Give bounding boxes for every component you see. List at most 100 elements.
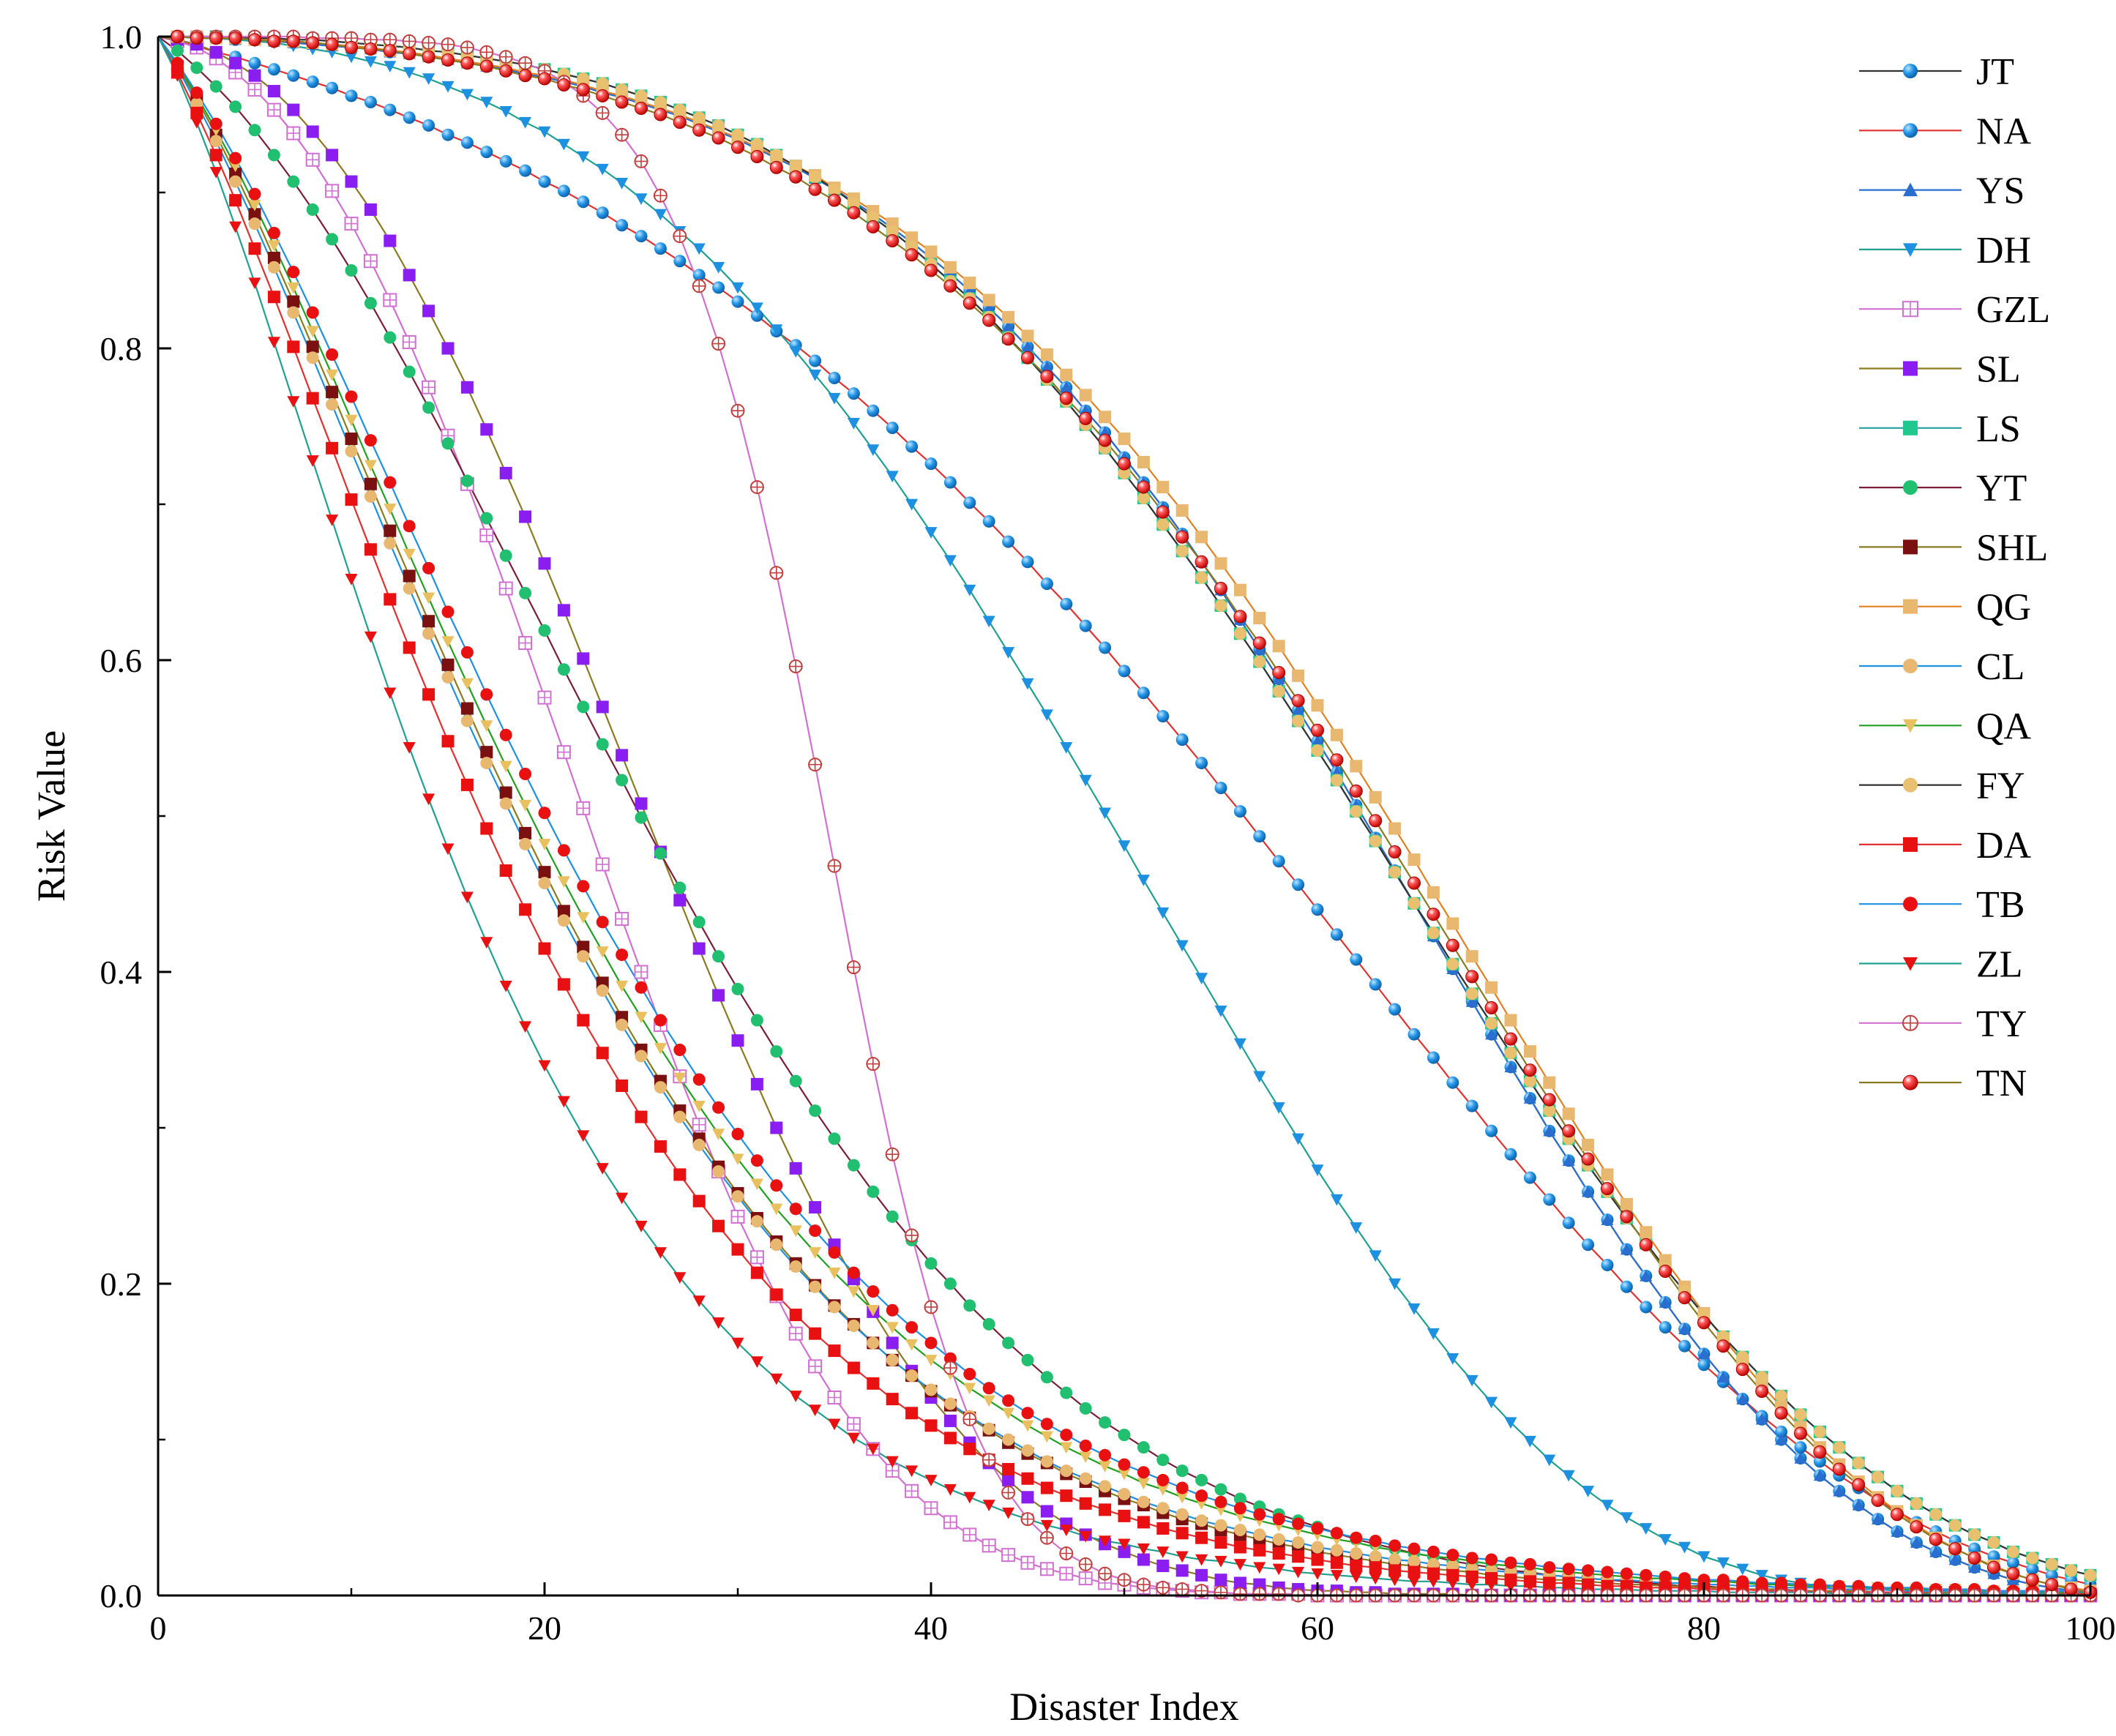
- data-point-cl: [924, 1383, 938, 1396]
- data-point-sl: [499, 466, 512, 479]
- data-point-da: [519, 903, 532, 916]
- data-point-qa: [867, 1304, 880, 1317]
- data-point-da: [1118, 1509, 1131, 1522]
- data-point-da: [460, 778, 474, 791]
- data-point-fy: [1175, 545, 1189, 558]
- data-point-dh: [1407, 1303, 1421, 1315]
- data-point-zl: [1272, 1563, 1285, 1576]
- y-tick-label: 0.2: [100, 1265, 143, 1303]
- data-point-yt: [963, 1299, 976, 1312]
- data-point-cl: [635, 1050, 648, 1063]
- data-point-na: [924, 457, 938, 471]
- data-point-dh: [480, 97, 493, 108]
- data-point-qa: [809, 1247, 822, 1259]
- data-point-dh: [924, 527, 938, 539]
- data-point-cl: [1407, 1554, 1421, 1568]
- data-point-cl: [441, 670, 455, 684]
- data-point-fy: [1987, 1536, 2000, 1549]
- data-point-tn: [731, 141, 744, 154]
- data-point-tn: [2025, 1573, 2039, 1587]
- data-point-qg: [905, 231, 919, 244]
- data-point-dh: [1504, 1417, 1517, 1429]
- data-point-yt: [924, 1257, 938, 1270]
- data-point-yt: [654, 847, 667, 860]
- data-point-tn: [866, 220, 880, 233]
- data-point-da: [750, 1266, 763, 1279]
- data-point-zl: [905, 1465, 919, 1478]
- data-point-fy: [1233, 627, 1246, 640]
- data-point-tb: [635, 981, 648, 994]
- data-point-qa: [1002, 1407, 1015, 1420]
- data-point-da: [190, 106, 203, 119]
- data-point-yt: [190, 61, 203, 75]
- data-point-cl: [847, 1320, 860, 1333]
- data-point-tb: [345, 390, 358, 403]
- series-line-dh: [158, 35, 2090, 1597]
- data-point-gzl: [556, 745, 571, 760]
- data-point-yt: [828, 1132, 841, 1145]
- data-point-da: [441, 735, 455, 748]
- data-point-fy: [616, 83, 629, 96]
- data-point-tn: [557, 78, 571, 92]
- data-point-fy: [1872, 1470, 1885, 1484]
- data-point-sl: [1214, 1574, 1227, 1587]
- series-line-ls: [158, 35, 2091, 1576]
- data-point-tn: [847, 206, 861, 220]
- data-point-tn: [1755, 1384, 1769, 1398]
- data-point-fy: [596, 77, 609, 90]
- legend-label-qg: QG: [1976, 587, 2031, 629]
- series-points-sl: [171, 33, 2097, 1602]
- data-point-qa: [1156, 1484, 1170, 1496]
- x-tick-label: 100: [2065, 1609, 2116, 1647]
- data-point-fy: [847, 197, 860, 210]
- data-point-zl: [1369, 1573, 1382, 1585]
- data-point-zl: [1214, 1555, 1227, 1568]
- data-point-sl: [596, 700, 609, 714]
- data-point-tb: [1388, 1539, 1402, 1552]
- data-point-tn: [441, 53, 455, 67]
- data-point-sl: [422, 304, 435, 318]
- legend-label-na: NA: [1976, 111, 2032, 152]
- data-point-gzl: [479, 528, 494, 543]
- data-point-shl: [326, 386, 339, 399]
- data-point-sl: [1195, 1568, 1208, 1582]
- data-point-cl: [326, 398, 339, 411]
- data-point-tn: [943, 279, 957, 293]
- data-point-na: [1311, 903, 1324, 916]
- data-point-ys: [1697, 1347, 1711, 1360]
- data-point-da: [596, 1047, 609, 1060]
- data-point-tn: [1118, 457, 1131, 471]
- data-point-qa: [750, 1178, 763, 1191]
- data-point-tn: [1021, 351, 1034, 364]
- data-point-tb: [1292, 1517, 1305, 1530]
- data-point-zl: [1311, 1568, 1324, 1580]
- data-point-cl: [229, 175, 242, 188]
- series-points-zl: [171, 70, 2097, 1602]
- data-point-tn: [1967, 1551, 1981, 1565]
- data-point-na: [519, 164, 532, 177]
- data-point-tn: [1369, 814, 1383, 828]
- legend-marker-yt: [1903, 480, 1918, 495]
- data-point-qg: [1118, 433, 1131, 446]
- data-point-gzl: [730, 1209, 745, 1224]
- data-point-na: [1678, 1339, 1691, 1352]
- data-point-da: [809, 1327, 822, 1340]
- data-point-qg: [1582, 1138, 1595, 1151]
- data-point-na: [306, 75, 319, 89]
- data-point-gzl: [962, 1527, 977, 1542]
- data-point-ty: [615, 127, 629, 142]
- series-line-na: [157, 35, 2091, 1586]
- data-point-tn: [1504, 1032, 1517, 1046]
- legend-label-zl: ZL: [1976, 944, 2023, 986]
- data-point-yt: [499, 549, 512, 562]
- data-point-tb: [441, 605, 455, 618]
- data-point-cl: [384, 536, 397, 550]
- data-point-qa: [1040, 1431, 1053, 1443]
- data-point-zl: [1292, 1566, 1305, 1579]
- legend-item-zl: ZL: [1859, 944, 2023, 986]
- data-point-da: [364, 543, 377, 556]
- data-point-qg: [1002, 310, 1015, 323]
- data-point-cl: [886, 1353, 899, 1366]
- data-point-tn: [1484, 1000, 1498, 1014]
- data-point-na: [577, 195, 590, 209]
